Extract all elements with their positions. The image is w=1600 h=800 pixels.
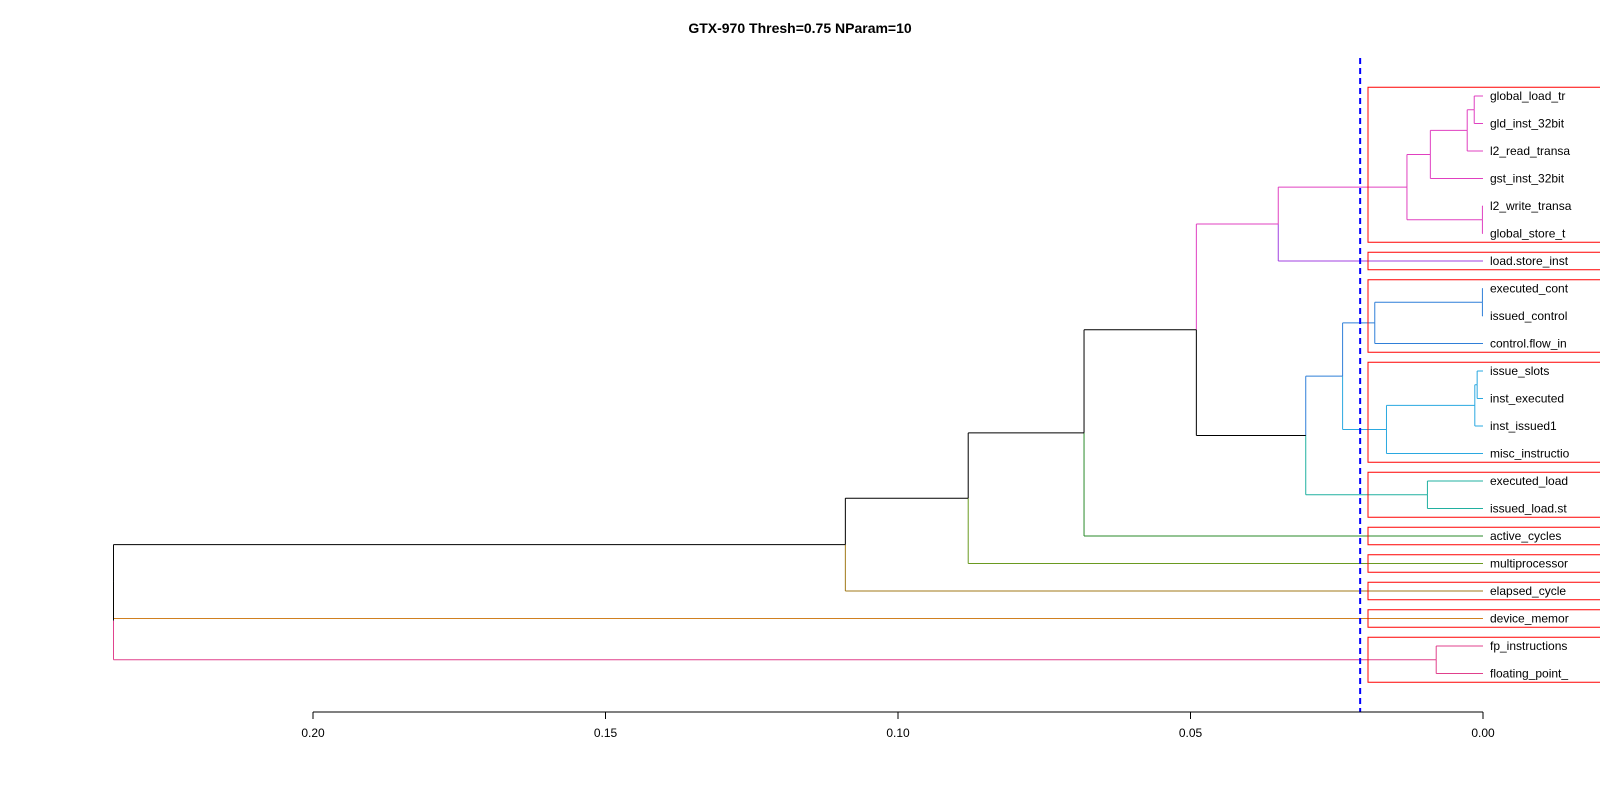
leaf-label: floating_point_ — [1490, 667, 1568, 681]
x-tick-label: 0.05 — [1179, 726, 1203, 740]
leaf-label: inst_executed — [1490, 392, 1564, 406]
x-tick-label: 0.00 — [1471, 726, 1495, 740]
dendrogram-branches — [113, 95, 1483, 674]
leaf-label: l2_read_transa — [1490, 144, 1570, 158]
leaf-labels: global_load_tr gld_inst_32bit l2_read_tran… — [1490, 89, 1572, 681]
cluster-box-8 — [1367, 581, 1600, 601]
cluster-boxes — [1367, 86, 1600, 683]
leaf-label: misc_instructio — [1490, 447, 1570, 461]
cluster-box-2 — [1367, 251, 1600, 271]
leaf-label: load.store_inst — [1490, 254, 1569, 268]
leaf-label: global_store_t — [1490, 227, 1566, 241]
leaf-label: control.flow_in — [1490, 337, 1567, 351]
leaf-label: global_load_tr — [1490, 89, 1565, 103]
leaf-label: issued_control — [1490, 309, 1567, 323]
leaf-label: executed_load — [1490, 474, 1568, 488]
cluster-box-1 — [1367, 86, 1600, 243]
leaf-label: elapsed_cycle — [1490, 584, 1566, 598]
leaf-label: device_memor — [1490, 612, 1569, 626]
x-axis: 0.20 0.15 0.10 0.05 0.00 — [301, 711, 1495, 740]
cluster-box-9 — [1367, 609, 1600, 628]
leaf-label: issue_slots — [1490, 364, 1549, 378]
x-tick-label: 0.10 — [886, 726, 910, 740]
leaf-label: l2_write_transa — [1490, 199, 1572, 213]
cluster-box-4 — [1367, 361, 1600, 463]
leaf-label: issued_load.st — [1490, 502, 1567, 516]
x-tick-label: 0.15 — [594, 726, 618, 740]
leaf-label: gst_inst_32bit — [1490, 172, 1565, 186]
cluster-box-3 — [1367, 279, 1600, 353]
x-tick-label: 0.20 — [301, 726, 325, 740]
cluster-box-10 — [1367, 636, 1600, 683]
cluster-box-5 — [1367, 471, 1600, 518]
chart-title: GTX-970 Thresh=0.75 NParam=10 — [688, 20, 912, 36]
leaf-label: gld_inst_32bit — [1490, 117, 1565, 131]
leaf-label: fp_instructions — [1490, 639, 1567, 653]
leaf-label: multiprocessor — [1490, 557, 1568, 571]
leaf-label: active_cycles — [1490, 529, 1561, 543]
cluster-box-6 — [1367, 526, 1600, 546]
leaf-label: executed_cont — [1490, 282, 1569, 296]
leaf-label: inst_issued1 — [1490, 419, 1557, 433]
cluster-box-7 — [1367, 554, 1600, 573]
